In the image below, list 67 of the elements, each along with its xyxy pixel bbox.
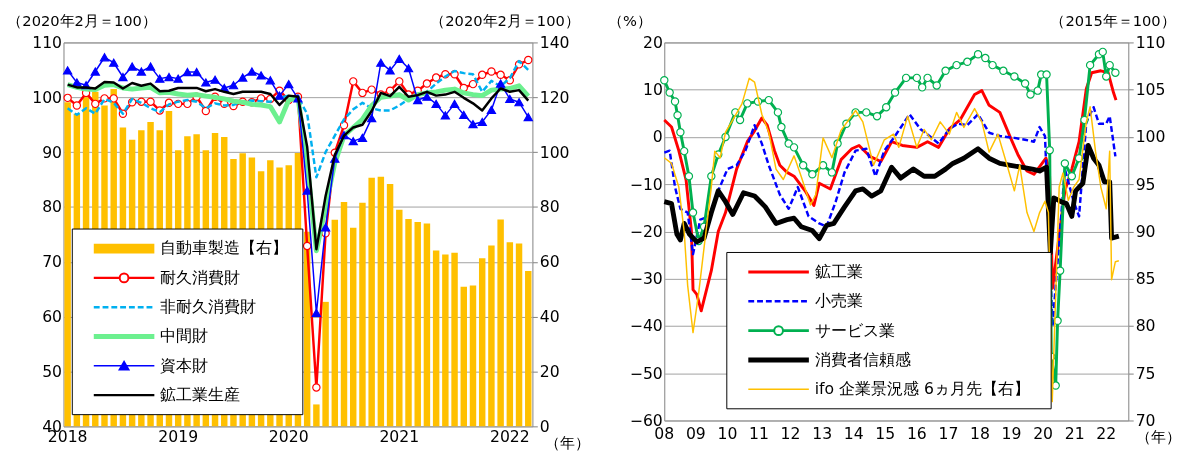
y-tick-label: 10 — [642, 80, 663, 100]
x-tick-label: 18 — [970, 424, 990, 444]
y-tick-label: 110 — [32, 32, 63, 52]
y2-tick-label: 95 — [1135, 174, 1156, 194]
y2-tick-label: 40 — [539, 307, 560, 327]
y2-tick-label: 60 — [539, 252, 560, 272]
y-axis-title: （%） — [608, 12, 653, 30]
y2-tick-label: 100 — [1135, 127, 1166, 147]
y2-tick-label: 120 — [539, 87, 570, 107]
legend-label: 鉱工業 — [814, 261, 863, 281]
x-tick-label: 2022 — [489, 426, 530, 446]
y2-tick-label: 70 — [1135, 410, 1156, 430]
y2-tick-label: 75 — [1135, 363, 1156, 383]
legend-label: 中間財 — [160, 326, 209, 346]
y2-tick-label: 85 — [1135, 269, 1156, 289]
legend-label: 資本財 — [160, 355, 209, 375]
y2-tick-label: 90 — [1135, 221, 1156, 241]
x-tick-label: 13 — [812, 424, 833, 444]
y-tick-label: −20 — [629, 221, 663, 241]
x-axis-title: （年） — [544, 434, 590, 452]
x-tick-label: 20 — [1033, 424, 1054, 444]
y-tick-label: −10 — [629, 174, 663, 194]
y-tick-label: −40 — [629, 316, 663, 336]
x-tick-label: 17 — [938, 424, 959, 444]
x-tick-label: 22 — [1096, 424, 1117, 444]
y2-axis-title: （2020年2月＝100） — [430, 12, 580, 30]
y-tick-label: 60 — [42, 307, 63, 327]
y-axis-title: （2020年2月＝100） — [7, 12, 157, 30]
y-tick-label: −30 — [629, 269, 663, 289]
legend-label: 消費者信頼感 — [814, 349, 911, 369]
x-tick-label: 12 — [780, 424, 801, 444]
legend-label: 耐久消費財 — [160, 267, 241, 287]
x-tick-label: 10 — [717, 424, 738, 444]
y2-tick-label: 0 — [539, 416, 550, 436]
y-tick-label: −50 — [629, 363, 663, 383]
y2-tick-label: 80 — [1135, 316, 1156, 336]
x-axis-title: （年） — [1135, 428, 1181, 446]
x-tick-label: 2021 — [379, 426, 420, 446]
y-tick-label: 0 — [652, 127, 663, 147]
y2-tick-label: 105 — [1135, 80, 1166, 100]
y2-tick-label: 80 — [539, 197, 560, 217]
x-tick-label: 15 — [875, 424, 896, 444]
legend-label: サービス業 — [814, 320, 895, 340]
y2-tick-label: 110 — [1135, 32, 1166, 52]
x-tick-label: 14 — [843, 424, 864, 444]
y-tick-label: 80 — [42, 197, 63, 217]
x-tick-label: 09 — [685, 424, 706, 444]
y2-tick-label: 100 — [539, 142, 570, 162]
legend-label: 自動車製造【右】 — [160, 238, 289, 258]
legend-label: 鉱工業生産 — [160, 384, 241, 404]
y2-tick-label: 20 — [539, 361, 560, 381]
x-tick-label: 11 — [749, 424, 769, 444]
x-tick-label: 2020 — [268, 426, 309, 446]
legend-label: 小売業 — [814, 291, 863, 311]
legend-label: ifo 企業景況感 6ヵ月先【右】 — [814, 379, 1031, 399]
x-tick-label: 16 — [906, 424, 927, 444]
x-tick-label: 19 — [1001, 424, 1022, 444]
y-tick-label: 50 — [42, 361, 63, 381]
x-tick-label: 2019 — [158, 426, 199, 446]
y-tick-label: 20 — [642, 32, 663, 52]
y2-tick-label: 140 — [539, 32, 570, 52]
y-tick-label: 100 — [32, 87, 63, 107]
y2-axis-title: （2015年＝100） — [1050, 12, 1176, 30]
y-tick-label: 70 — [42, 252, 63, 272]
x-tick-label: 21 — [1064, 424, 1085, 444]
legend-label: 非耐久消費財 — [160, 297, 257, 317]
y-tick-label: 90 — [42, 142, 63, 162]
